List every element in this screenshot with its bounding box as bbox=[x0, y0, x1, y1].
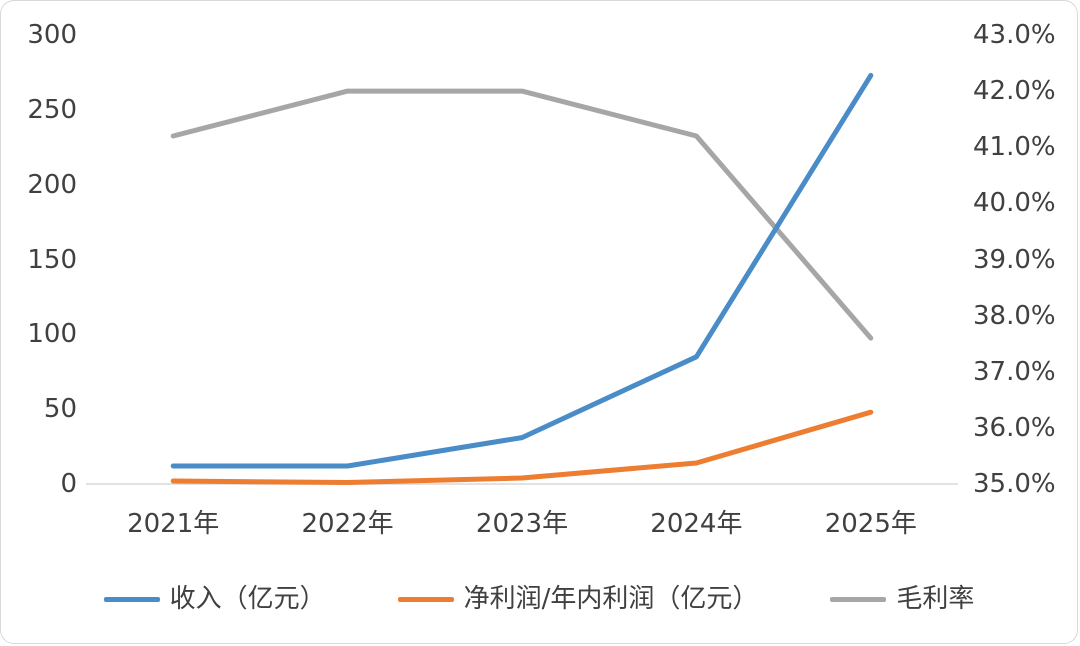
legend-label: 毛利率 bbox=[896, 584, 975, 614]
x-axis-tick-label: 2025年 bbox=[824, 509, 917, 539]
x-axis-tick-label: 2021年 bbox=[127, 509, 220, 539]
y-axis-tick-label: 100 bbox=[27, 319, 77, 350]
legend-label: 收入（亿元） bbox=[169, 584, 326, 614]
y2-axis-tick-label: 35.0% bbox=[973, 469, 1056, 499]
y2-axis-tick-label: 36.0% bbox=[973, 412, 1056, 443]
net-profit-line bbox=[170, 409, 874, 485]
y2-axis-tick-label: 38.0% bbox=[973, 300, 1056, 331]
legend-label: 净利润/年内利润（亿元） bbox=[463, 584, 759, 614]
y-axis-tick-label: 250 bbox=[27, 94, 77, 125]
y-axis-tick-label: 150 bbox=[27, 244, 77, 275]
y-axis-tick-label: 0 bbox=[60, 469, 77, 499]
revenue-line bbox=[170, 72, 874, 469]
legend-line-swatch bbox=[103, 596, 160, 602]
x-axis-tick-label: 2023年 bbox=[475, 509, 569, 539]
x-axis-tick-label: 2024年 bbox=[650, 509, 743, 539]
legend: 收入（亿元） 净利润/年内利润（亿元） 毛利率 bbox=[1, 583, 1077, 615]
legend-item: 净利润/年内利润（亿元） bbox=[397, 583, 759, 615]
y-axis-tick-label: 50 bbox=[43, 394, 77, 425]
y2-axis-tick-label: 40.0% bbox=[973, 188, 1056, 219]
x-axis-tick-label: 2022年 bbox=[301, 509, 394, 539]
y2-axis-tick-label: 42.0% bbox=[973, 76, 1056, 107]
y2-axis-tick-label: 41.0% bbox=[973, 132, 1056, 163]
y2-axis-tick-label: 39.0% bbox=[973, 244, 1056, 275]
y2-axis-tick-label: 43.0% bbox=[973, 20, 1056, 50]
y-axis-tick-label: 200 bbox=[27, 169, 77, 200]
gross-margin-line bbox=[170, 88, 874, 341]
y-axis-tick-label: 300 bbox=[27, 20, 77, 50]
legend-line-swatch bbox=[397, 596, 454, 602]
y2-axis-tick-label: 37.0% bbox=[973, 356, 1056, 387]
legend-line-swatch bbox=[830, 596, 887, 602]
legend-item: 收入（亿元） bbox=[103, 583, 326, 615]
legend-item: 毛利率 bbox=[830, 583, 974, 615]
